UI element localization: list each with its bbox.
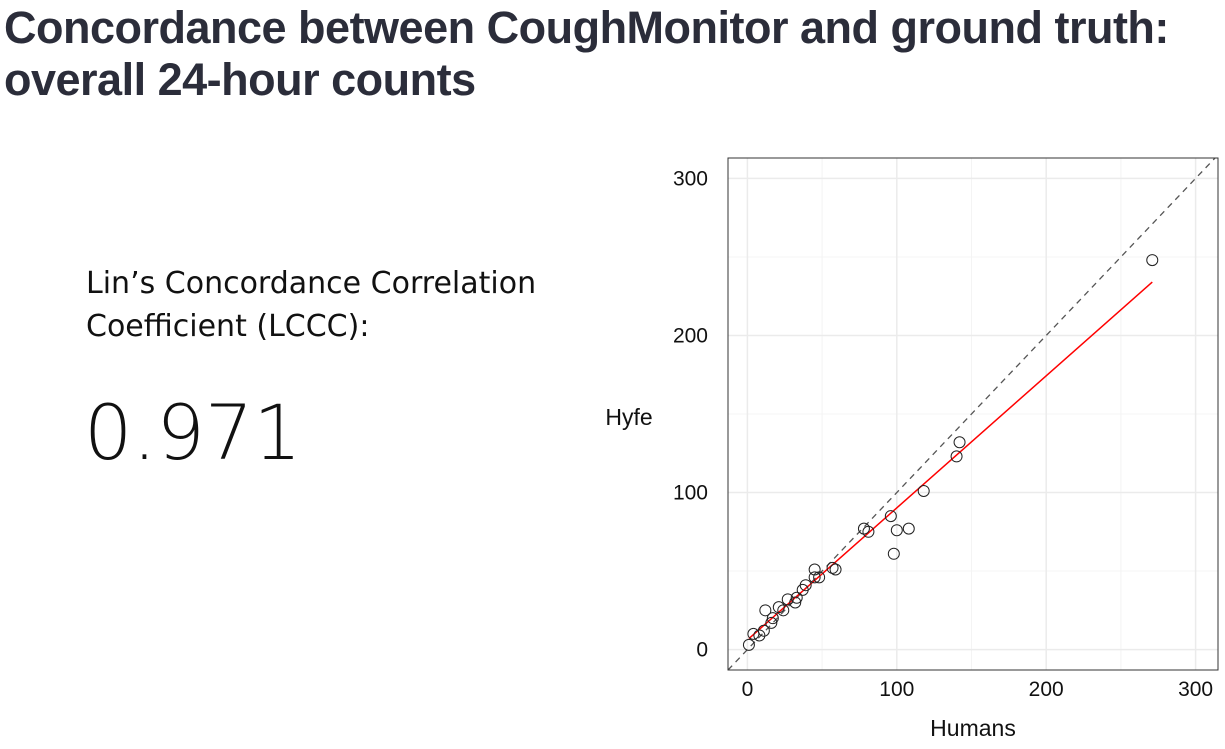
data-point [953, 436, 966, 449]
data-point [887, 547, 900, 560]
x-tick-label: 0 [742, 678, 754, 701]
data-point [742, 638, 755, 651]
data-point [757, 624, 770, 637]
identity-line [727, 157, 1216, 671]
fit-line [748, 281, 1153, 640]
grid [728, 158, 1218, 670]
data-point [950, 450, 963, 463]
data-point [765, 616, 778, 629]
data-point [829, 563, 842, 576]
data-point [759, 604, 772, 617]
reference-lines [727, 157, 1216, 671]
lccc-value: 0.971 [84, 388, 302, 477]
data-point [781, 593, 794, 606]
x-tick-label: 100 [879, 678, 914, 701]
data-point [766, 612, 779, 625]
data-point [890, 524, 903, 537]
data-point [826, 561, 839, 574]
data-point [808, 571, 821, 584]
data-point [753, 629, 766, 642]
data-point [862, 525, 875, 538]
tick-labels: 0 100 200 300 0 100 200 300 [673, 167, 1213, 701]
data-point [777, 604, 790, 617]
x-axis-label: Humans [930, 715, 1016, 741]
data-point [813, 571, 826, 584]
y-tick-label: 200 [673, 324, 708, 347]
x-tick-label: 200 [1029, 678, 1064, 701]
y-tick-label: 0 [696, 639, 708, 662]
x-tick-label: 300 [1178, 678, 1213, 701]
data-points [742, 254, 1159, 651]
data-point [799, 579, 812, 592]
data-point [902, 522, 915, 535]
data-point [884, 510, 897, 523]
data-point [789, 596, 802, 609]
scatter-chart: 0 100 200 300 0 100 200 300 Humans Hyfe [605, 157, 1219, 741]
y-tick-label: 100 [673, 482, 708, 505]
data-point [917, 484, 930, 497]
y-axis-label: Hyfe [605, 404, 652, 430]
y-tick-label: 300 [673, 167, 708, 190]
data-point [1146, 254, 1159, 267]
data-point [790, 591, 803, 604]
plot-frame [727, 157, 1219, 671]
page-title: Concordance between CoughMonitor and gro… [4, 2, 1169, 105]
lccc-label: Lin’s Concordance Correlation Coefficien… [86, 266, 537, 344]
